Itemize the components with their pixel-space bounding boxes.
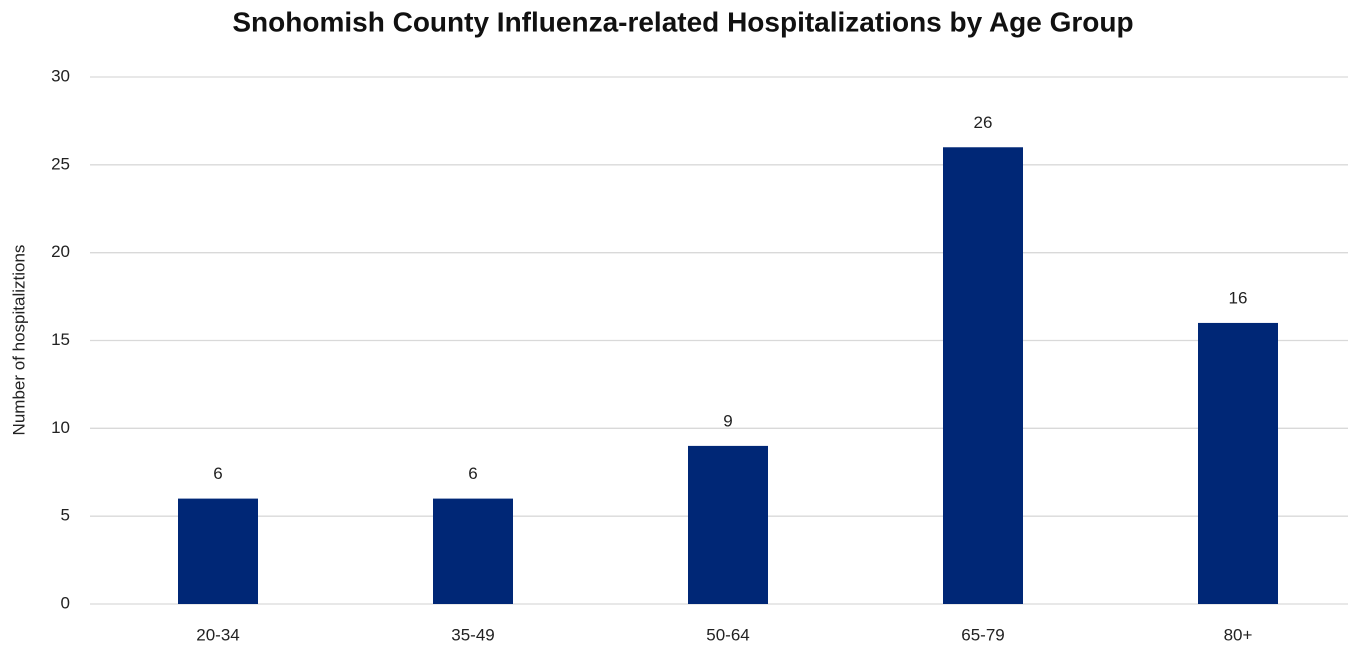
data-label: 26 [974,113,993,132]
x-tick-label: 35-49 [451,625,494,644]
data-label: 6 [468,464,477,483]
y-axis-label: Number of hospitaliztions [9,245,28,436]
x-tick-label: 50-64 [706,625,749,644]
y-tick-label: 30 [51,66,70,85]
bar [943,147,1023,604]
bar [433,498,513,604]
bar [178,498,258,604]
data-label: 6 [213,464,222,483]
y-tick-label: 0 [61,593,70,612]
y-tick-label: 5 [61,506,70,525]
x-tick-label: 65-79 [961,625,1004,644]
bar [1198,322,1278,604]
x-tick-label: 20-34 [196,625,239,644]
x-tick-label: 80+ [1224,625,1253,644]
y-tick-label: 20 [51,242,70,261]
y-tick-label: 25 [51,154,70,173]
chart-title: Snohomish County Influenza-related Hospi… [232,6,1133,37]
y-tick-label: 15 [51,330,70,349]
y-tick-label: 10 [51,418,70,437]
bar [688,445,768,604]
data-label: 9 [723,411,732,430]
data-label: 16 [1229,288,1248,307]
